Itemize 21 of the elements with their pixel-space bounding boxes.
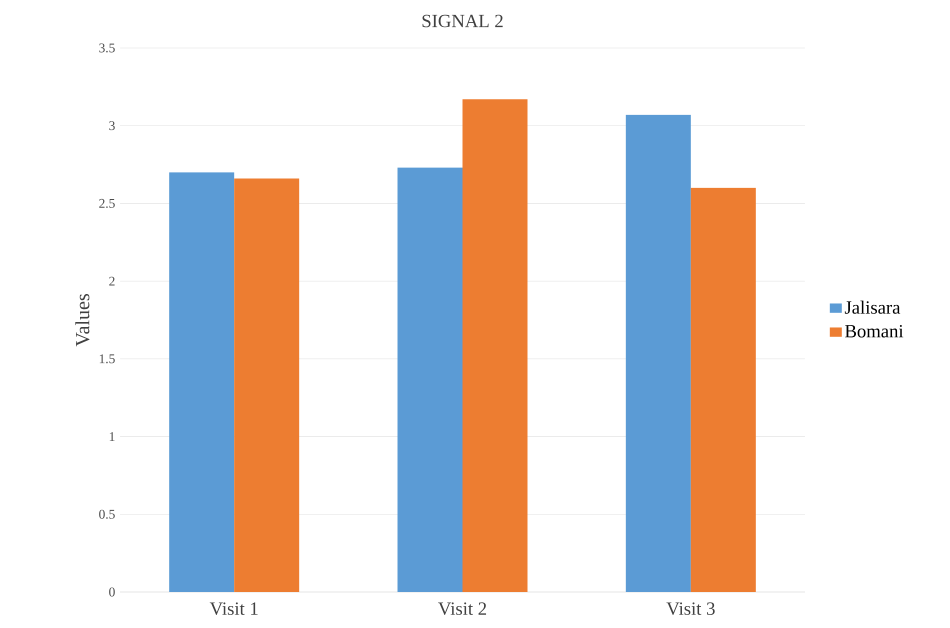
- y-tick-label: 0: [109, 587, 115, 596]
- y-tick-label: 1: [110, 432, 115, 441]
- y-tick-label: 2: [109, 276, 115, 286]
- y-tick-label: 3.5: [99, 43, 115, 52]
- chart-title: SIGNAL 2: [422, 14, 503, 28]
- x-tick-label: Visit 1: [210, 602, 258, 616]
- y-tick-label: 1.5: [100, 354, 115, 364]
- legend-label: Bomani: [845, 324, 904, 338]
- y-tick-label: 3: [109, 121, 115, 130]
- bar: [626, 114, 691, 592]
- bar: [234, 178, 300, 592]
- x-tick-label: Visit 3: [666, 602, 715, 616]
- y-axis-title: Values: [75, 294, 90, 346]
- legend-label: Jalisara: [844, 300, 900, 314]
- bar: [690, 188, 756, 592]
- y-tick-label: 2.5: [99, 198, 115, 208]
- bar: [169, 172, 234, 592]
- bar: [462, 99, 528, 592]
- y-tick-label: 0.5: [99, 510, 115, 519]
- bar: [398, 168, 463, 592]
- x-tick-label: Visit 2: [438, 602, 486, 616]
